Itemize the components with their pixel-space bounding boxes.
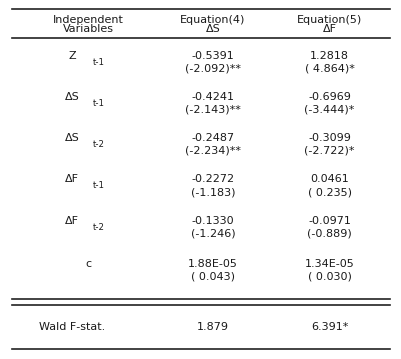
Text: -0.3099: -0.3099 [308,133,350,143]
Text: ΔF: ΔF [65,216,79,226]
Text: 1.879: 1.879 [196,322,229,332]
Text: ΔS: ΔS [65,133,79,143]
Text: 6.391*: 6.391* [310,322,347,332]
Text: (-3.444)*: (-3.444)* [304,104,354,115]
Text: 0.0461: 0.0461 [310,174,348,185]
Text: Equation(4): Equation(4) [180,15,245,25]
Text: Independent: Independent [53,15,124,25]
Text: Z: Z [69,51,76,61]
Text: ( 0.043): ( 0.043) [190,271,235,281]
Text: ( 0.235): ( 0.235) [307,187,351,197]
Text: Equation(5): Equation(5) [296,15,361,25]
Text: Wald F-stat.: Wald F-stat. [39,322,105,332]
Text: ΔS: ΔS [205,24,220,34]
Text: (-2.722)*: (-2.722)* [304,146,354,156]
Text: (-1.246): (-1.246) [190,228,235,238]
Text: 1.88E-05: 1.88E-05 [188,259,237,269]
Text: -0.1330: -0.1330 [191,216,234,226]
Text: ( 0.030): ( 0.030) [307,271,351,281]
Text: t-1: t-1 [92,57,104,67]
Text: ΔF: ΔF [65,174,79,185]
Text: (-2.143)**: (-2.143)** [185,104,240,115]
Text: -0.2487: -0.2487 [191,133,234,143]
Text: t-2: t-2 [92,140,104,149]
Text: 1.34E-05: 1.34E-05 [304,259,354,269]
Text: -0.2272: -0.2272 [191,174,234,185]
Text: t-1: t-1 [92,99,104,108]
Text: (-1.183): (-1.183) [190,187,235,197]
Text: c: c [85,259,91,269]
Text: ΔF: ΔF [322,24,336,34]
Text: t-1: t-1 [92,181,104,191]
Text: -0.4241: -0.4241 [191,92,234,102]
Text: Variables: Variables [63,24,113,34]
Text: t-2: t-2 [92,223,104,232]
Text: ( 4.864)*: ( 4.864)* [304,63,354,73]
Text: -0.5391: -0.5391 [191,51,234,61]
Text: -0.0971: -0.0971 [308,216,350,226]
Text: (-2.092)**: (-2.092)** [184,63,241,73]
Text: -0.6969: -0.6969 [308,92,350,102]
Text: (-2.234)**: (-2.234)** [184,146,241,156]
Text: 1.2818: 1.2818 [309,51,348,61]
Text: ΔS: ΔS [65,92,79,102]
Text: (-0.889): (-0.889) [306,228,351,238]
